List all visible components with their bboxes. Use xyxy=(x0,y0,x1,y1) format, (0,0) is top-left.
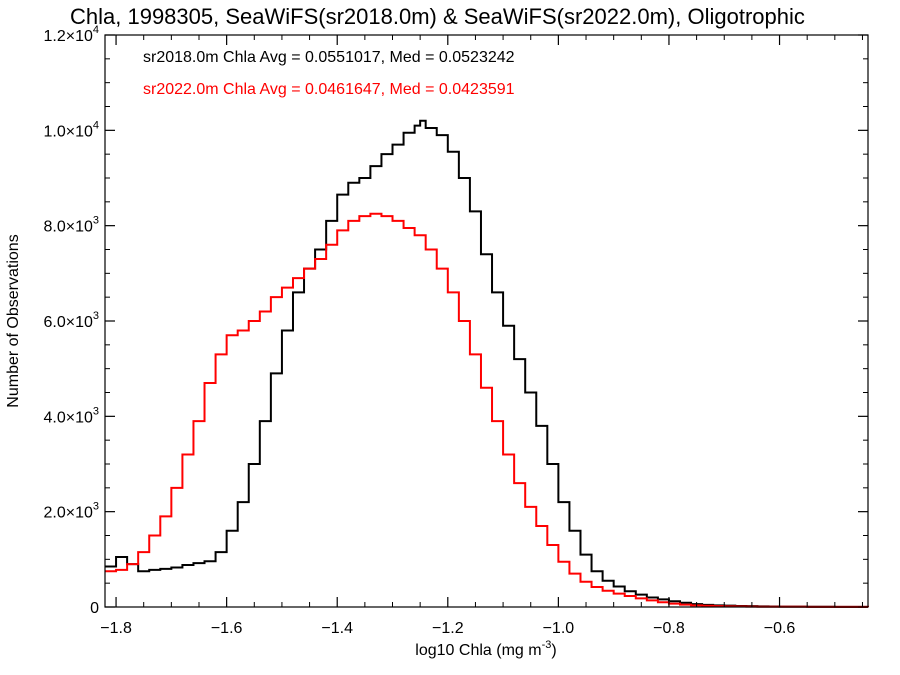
y-tick-label: 2.0×103 xyxy=(43,501,99,522)
series-line-1 xyxy=(105,212,869,608)
y-tick-label: 6.0×103 xyxy=(43,310,99,331)
series-layer xyxy=(105,119,869,608)
x-axis-label: log10 Chla (mg m-3) xyxy=(415,639,556,659)
x-tick-label: −1.8 xyxy=(100,620,132,637)
x-tick-label: −0.8 xyxy=(653,620,685,637)
annotations: sr2018.0m Chla Avg = 0.0551017, Med = 0.… xyxy=(143,49,515,98)
plot-frame xyxy=(104,34,869,608)
x-tick-label: −1.4 xyxy=(321,620,353,637)
annotation-sr2022: sr2022.0m Chla Avg = 0.0461647, Med = 0.… xyxy=(143,81,515,98)
y-axis: 0 2.0×103 4.0×103 6.0×103 8.0×103 1.0×104 1.2×… xyxy=(43,24,868,617)
x-tick-label: −1.2 xyxy=(432,620,464,637)
annotation-sr2018: sr2018.0m Chla Avg = 0.0551017, Med = 0.… xyxy=(143,49,515,66)
x-axis: −1.8 −1.6 −1.4 −1.2 −1.0 −0.8 −0.6 xyxy=(100,35,863,637)
x-tick-label: −1.0 xyxy=(543,620,575,637)
y-tick-label: 4.0×103 xyxy=(43,405,99,426)
y-tick-label: 0 xyxy=(90,600,99,617)
series-line-0 xyxy=(105,119,869,608)
y-tick-label: 1.0×104 xyxy=(43,119,99,140)
y-tick-label: 1.2×104 xyxy=(43,24,99,45)
y-tick-label: 8.0×103 xyxy=(43,215,99,236)
x-tick-label: −1.6 xyxy=(211,620,243,637)
x-tick-label: −0.6 xyxy=(764,620,796,637)
y-axis-label: Number of Observations xyxy=(5,234,22,407)
chart-title: Chla, 1998305, SeaWiFS(sr2018.0m) & SeaW… xyxy=(70,4,805,29)
